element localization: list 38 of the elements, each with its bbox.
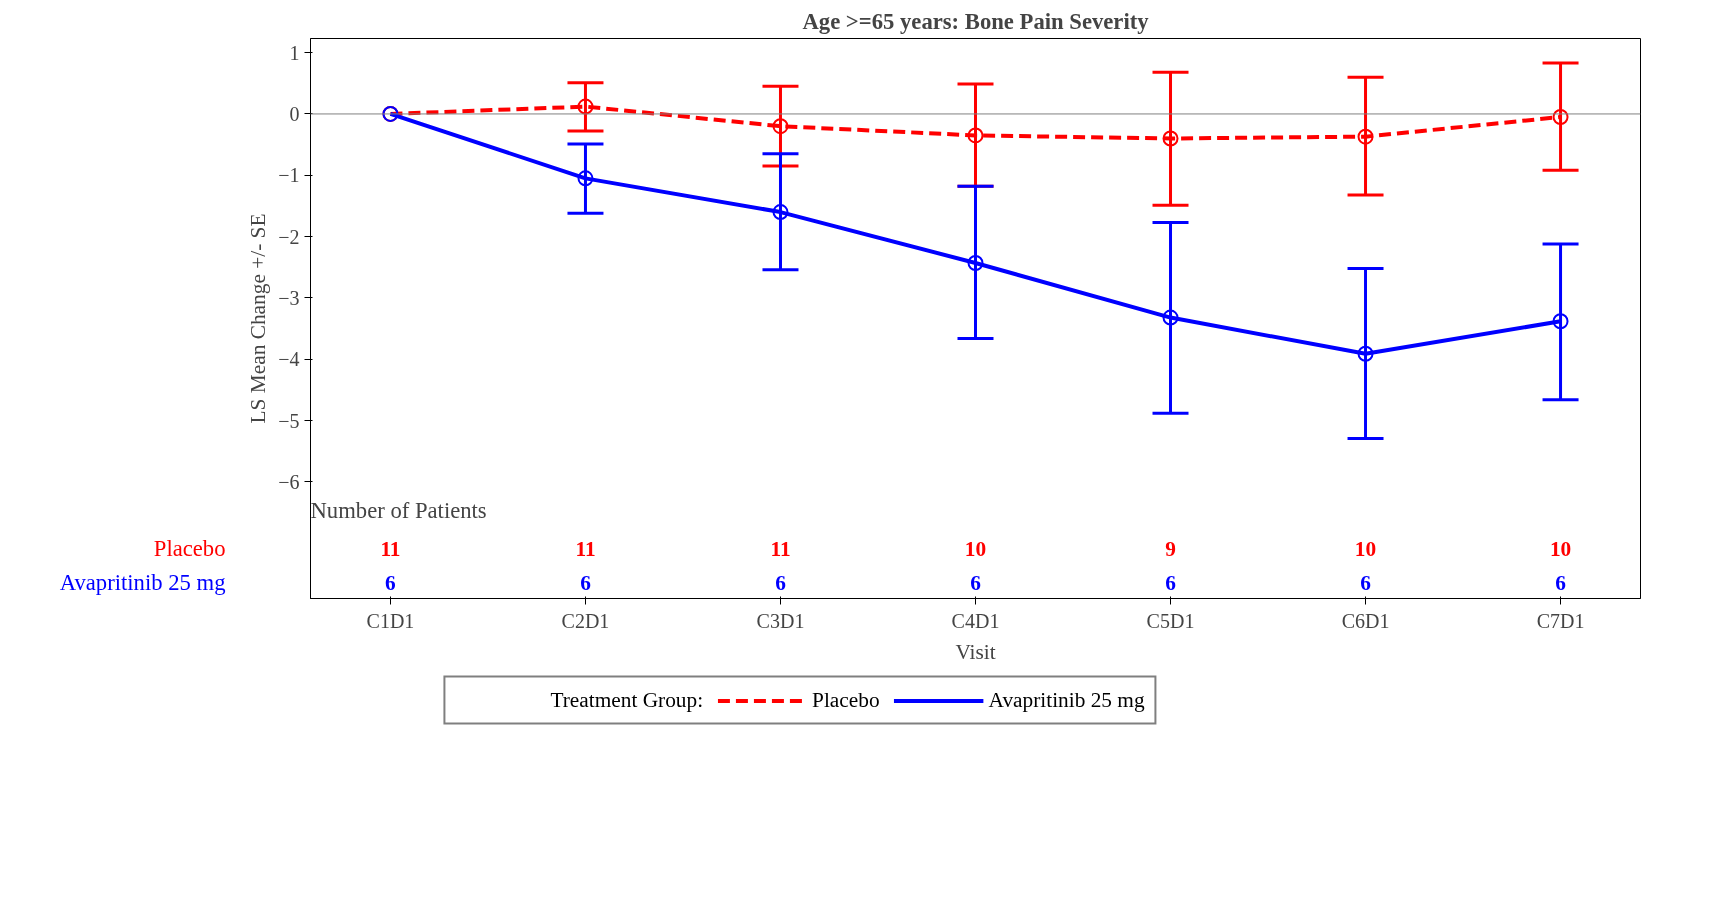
y-tick-label: −5: [278, 409, 300, 432]
y-tick-label: −3: [278, 286, 300, 309]
text: Placebo: [153, 536, 226, 561]
x-axis-title: Visit: [955, 639, 996, 664]
annotation: 10: [964, 536, 987, 561]
annotation: 11: [770, 536, 791, 561]
x-tick-label: C1D1: [366, 609, 415, 632]
y-tick-label: −4: [278, 348, 300, 371]
annotation: 6: [385, 570, 397, 595]
y-axis-title: LS Mean Change +/- SE: [246, 213, 271, 424]
annotation: 11: [380, 536, 401, 561]
legend-label: Avapritinib 25 mg: [988, 687, 1145, 713]
annotation: 10: [1354, 536, 1377, 561]
annotation: Number of Patients: [310, 498, 487, 523]
annotation: 6: [970, 570, 982, 595]
legend-title: Treatment Group:: [550, 687, 704, 713]
y-tick-label: 1: [289, 41, 300, 64]
annotation: 11: [575, 536, 596, 561]
x-tick-label: C6D1: [1341, 609, 1390, 632]
annotation: 10: [1549, 536, 1572, 561]
annotation: 6: [1555, 570, 1567, 595]
annotation: 6: [580, 570, 592, 595]
text: Avapritinib 25 mg: [59, 570, 226, 595]
annotation: 6: [1360, 570, 1372, 595]
x-tick-label: C4D1: [951, 609, 1000, 632]
y-tick-label: −2: [278, 225, 300, 248]
chart-title: Age >=65 years: Bone Pain Severity: [802, 8, 1150, 34]
x-tick-label: C3D1: [756, 609, 805, 632]
x-tick-label: C2D1: [561, 609, 610, 632]
annotation: 9: [1165, 536, 1176, 561]
y-tick-label: 0: [289, 102, 300, 125]
y-tick-label: −6: [278, 470, 300, 493]
x-tick-label: C5D1: [1146, 609, 1195, 632]
y-tick-label: −1: [278, 164, 300, 187]
legend-label: Placebo: [812, 687, 880, 713]
x-tick-label: C7D1: [1536, 609, 1585, 632]
annotation: 6: [775, 570, 787, 595]
annotation: 6: [1165, 570, 1177, 595]
